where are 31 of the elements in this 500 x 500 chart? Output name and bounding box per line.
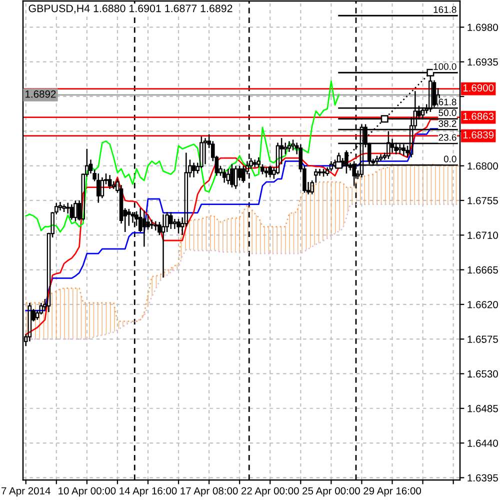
ref-line-label: 1.6863 [463,112,494,120]
y-tick-label: 1.6440 [468,440,498,447]
series-label: 50.0 [438,109,456,116]
x-tick-label: 14 Apr 16:00 [120,487,177,497]
x-tick-label: 17 Apr 08:00 [180,487,238,497]
x-tick-label: 29 Apr 16:00 [364,487,421,497]
y-tick-label: 1.6755 [468,197,498,204]
y-tick-label: 1.6530 [468,370,498,378]
y-tick-label: 1.6800 [468,162,498,170]
x-tick-label: 22 Apr 00:00 [242,487,299,497]
legend-label: 61.8 [438,98,456,106]
ref-line-label: 1.6839 [463,131,494,139]
series-label: 161.8 [434,6,456,13]
series-label: 0.0 [444,156,456,162]
x-tick-label: 7 Apr 2014 [2,487,50,497]
chart-title: GBPUSD,H4 1.6880 1.6901 1.6877 1.6892 [28,4,232,14]
ref-line-label: 1.6900 [463,84,494,92]
y-tick-label: 1.6575 [468,336,498,343]
x-tick-label: 10 Apr 00:00 [58,487,116,497]
y-tick-label: 1.6620 [468,300,498,308]
y-tick-label: 1.6935 [468,58,498,66]
ref-line-label: 1.6892 [26,90,56,98]
y-tick-label: 1.6710 [468,232,498,239]
series-label: 38.2 [438,120,456,127]
y-tick-label: 1.6980 [468,24,498,32]
legend-label: 23.6 [438,134,456,141]
legend-label: 100.0 [434,63,456,70]
y-tick-label: 1.6485 [468,404,498,412]
x-tick-label: 25 Apr 00:00 [302,487,360,497]
y-tick-label: 1.6665 [468,266,498,274]
y-tick-label: 1.6395 [468,474,498,482]
